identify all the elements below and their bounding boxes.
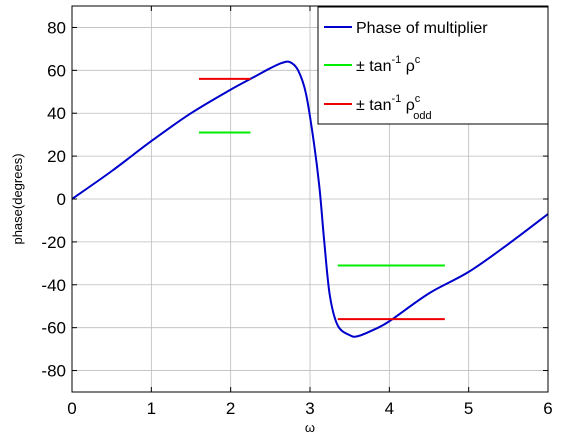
legend-label: ± tan-1 ρc odd xyxy=(356,93,432,122)
x-tick-label: 0 xyxy=(67,399,76,418)
x-tick-label: 6 xyxy=(543,399,552,418)
y-tick-label: 40 xyxy=(47,104,66,123)
y-tick-label: -80 xyxy=(41,362,66,381)
y-tick-label: 60 xyxy=(47,61,66,80)
legend-label: Phase of multiplier xyxy=(356,20,488,37)
x-tick-label: 2 xyxy=(226,399,235,418)
legend-label-sup1: -1 xyxy=(391,93,401,105)
x-tick-label: 3 xyxy=(305,399,314,418)
y-tick-label: -40 xyxy=(41,276,66,295)
x-tick-label: 1 xyxy=(147,399,156,418)
legend-label-mid: ρ xyxy=(401,58,415,75)
x-tick-label: 4 xyxy=(385,399,394,418)
legend-label-sup2: c xyxy=(415,93,421,105)
legend-label: ± tan-1 ρc xyxy=(356,54,421,75)
legend-label-sup2: c xyxy=(415,54,421,66)
x-axis-label: ω xyxy=(305,420,315,435)
y-tick-label: 0 xyxy=(57,190,66,209)
legend-label-sup1: -1 xyxy=(391,54,401,66)
y-tick-label: 20 xyxy=(47,147,66,166)
y-tick-label: -20 xyxy=(41,233,66,252)
y-axis-label: phase(degrees) xyxy=(10,153,25,244)
legend-label-prefix: ± tan xyxy=(356,58,391,75)
plot-area xyxy=(71,60,549,338)
legend-box xyxy=(317,6,549,125)
y-tick-label: 80 xyxy=(47,18,66,37)
legend-label-sub: odd xyxy=(413,110,431,122)
x-tick-label: 5 xyxy=(464,399,473,418)
legend-label-mid: ρ xyxy=(401,97,415,114)
y-tick-label: -60 xyxy=(41,319,66,338)
legend-label-prefix: ± tan xyxy=(356,97,391,114)
ticks: 0 1 2 3 4 5 6 80 60 40 20 0 -20 -40 -60 -80 xyxy=(41,6,553,418)
legend: Phase of multiplier± tan-1 ρc± tan-1 ρc o… xyxy=(317,6,549,125)
